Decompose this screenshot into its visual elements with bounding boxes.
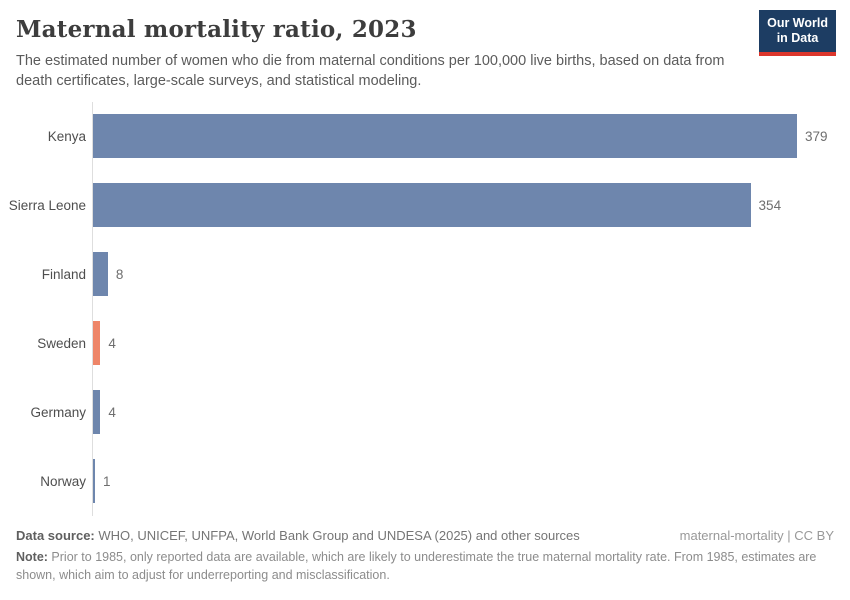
bar[interactable] [93, 252, 108, 297]
country-label[interactable]: Germany [30, 404, 86, 420]
license-link[interactable]: maternal-mortality | CC BY [679, 527, 834, 543]
data-source-line: Data source: WHO, UNICEF, UNFPA, World B… [16, 528, 580, 543]
bar-track: 379 [92, 101, 850, 171]
bar-row: Kenya 379 [0, 101, 850, 171]
bar-row: Germany 4 [0, 377, 850, 447]
owid-logo-line1: Our World [767, 16, 828, 30]
chart-header: Maternal mortality ratio, 2023 The estim… [0, 0, 850, 92]
bar[interactable] [93, 321, 101, 366]
bar-value: 4 [108, 404, 116, 420]
bar-track: 8 [92, 239, 850, 309]
chart-footer: Data source: WHO, UNICEF, UNFPA, World B… [0, 528, 850, 584]
bar-value: 379 [805, 128, 828, 144]
bar-track: 1 [92, 446, 850, 516]
bar-track: 354 [92, 170, 850, 240]
bar[interactable] [93, 390, 101, 435]
bar[interactable] [93, 459, 95, 504]
bar-row: Finland 8 [0, 239, 850, 309]
owid-logo-line2: in Data [776, 31, 819, 45]
bar-value: 1 [103, 473, 111, 489]
chart-subtitle: The estimated number of women who die fr… [16, 53, 725, 90]
bar-track: 4 [92, 377, 850, 447]
chart-title: Maternal mortality ratio, 2023 [16, 16, 417, 43]
bar-chart: Kenya 379 Sierra Leone 354 Finland 8 Sweden 4 Ge… [0, 101, 850, 516]
bar-row: Sierra Leone 354 [0, 170, 850, 240]
bar[interactable] [93, 114, 797, 159]
country-label[interactable]: Kenya [47, 128, 86, 144]
note-text: Prior to 1985, only reported data are av… [16, 549, 817, 582]
bar-row: Sweden 4 [0, 308, 850, 378]
country-label[interactable]: Sweden [37, 335, 86, 351]
country-label[interactable]: Sierra Leone [8, 197, 86, 213]
data-source-text: WHO, UNICEF, UNFPA, World Bank Group and… [94, 527, 580, 543]
owid-logo[interactable]: Our World in Data [759, 10, 836, 56]
bar[interactable] [93, 183, 751, 228]
data-source-label: Data source: [16, 527, 95, 543]
bar-value: 354 [758, 197, 782, 213]
footer-top-row: Data source: WHO, UNICEF, UNFPA, World B… [16, 528, 834, 543]
bar-value: 4 [108, 335, 116, 351]
country-label[interactable]: Finland [41, 266, 86, 282]
country-label[interactable]: Norway [40, 473, 86, 489]
bar-track: 4 [92, 308, 850, 378]
bar-value: 8 [115, 266, 124, 282]
note-line: Note: Prior to 1985, only reported data … [16, 548, 834, 584]
bar-row: Norway 1 [0, 446, 850, 516]
note-label: Note: [16, 549, 48, 564]
